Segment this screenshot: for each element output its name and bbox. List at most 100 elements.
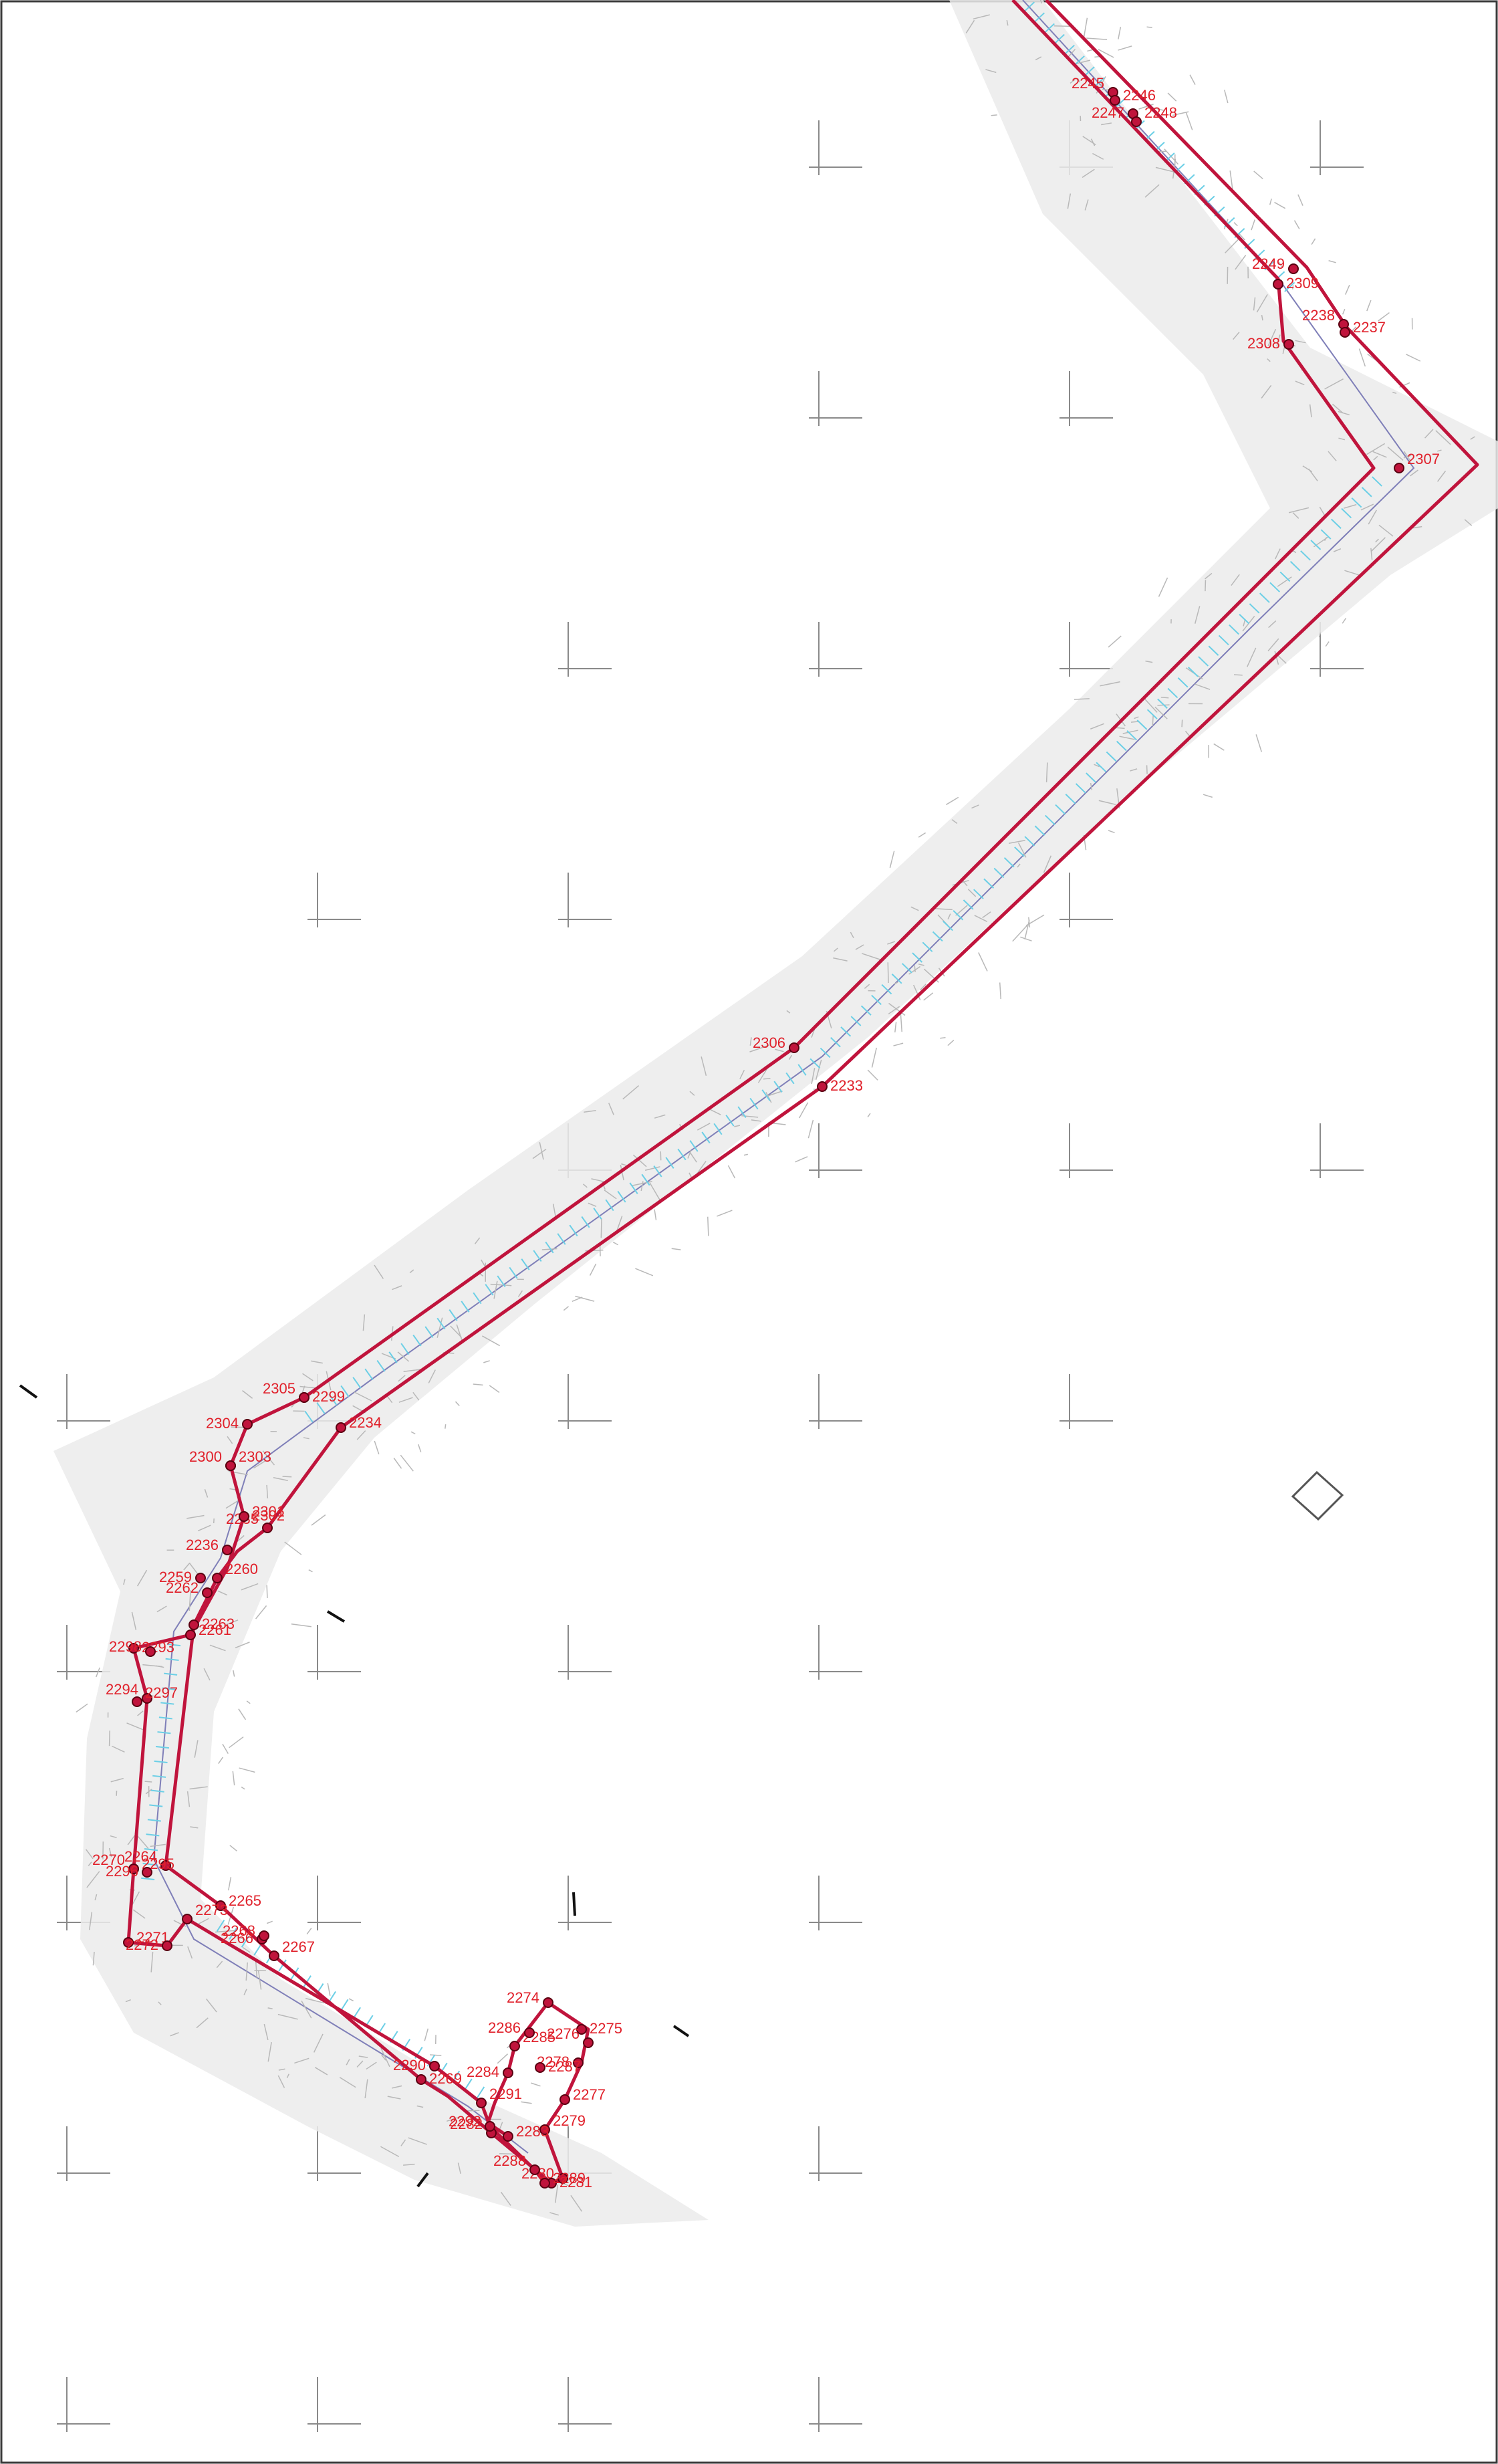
survey-detail-line (743, 1153, 749, 1156)
survey-detail-line (403, 1368, 422, 1373)
survey-detail-line (707, 1216, 709, 1236)
survey-detail-line (888, 1002, 906, 1016)
boundary-vertex (269, 1950, 279, 1961)
vertex-label: 2234 (349, 1414, 382, 1431)
survey-detail-line (920, 984, 927, 991)
chainage-tick (229, 1927, 237, 1940)
vertex-label: 2282 (450, 2116, 483, 2132)
vertex-label: 2287 (548, 2058, 581, 2075)
chainage-tick (1177, 677, 1189, 688)
survey-detail-line (412, 1391, 420, 1401)
survey-detail-line (1098, 49, 1114, 58)
survey-detail-line (1437, 470, 1447, 482)
survey-detail-line (1070, 78, 1076, 84)
grid-cross-icon (57, 2126, 110, 2181)
boundary-vertex (539, 2124, 550, 2135)
survey-detail-line (918, 964, 924, 966)
survey-detail-line (974, 915, 988, 922)
chainage-tick (1187, 667, 1199, 677)
boundary-vertex (128, 1864, 139, 1874)
survey-detail-line (142, 1664, 162, 1668)
chainage-tick (1023, 1, 1035, 12)
chainage-tick (154, 1760, 168, 1764)
chainage-tick (725, 1115, 735, 1127)
survey-detail-line (717, 1210, 733, 1217)
survey-detail-line (589, 1263, 597, 1276)
survey-detail-line (517, 1290, 523, 1297)
grid-cross-icon (809, 371, 862, 426)
grid-cross-icon (558, 1876, 612, 1930)
survey-detail-line (1090, 723, 1104, 730)
survey-detail-line (1372, 451, 1387, 458)
survey-detail-line (1277, 576, 1292, 587)
survey-detail-line (1435, 430, 1451, 445)
survey-detail-line (999, 982, 1002, 1000)
survey-detail-line (108, 1847, 112, 1858)
survey-detail-line (241, 1583, 259, 1591)
survey-detail-line (294, 2057, 309, 2064)
survey-detail-line (86, 1849, 94, 1860)
chainage-tick (1229, 624, 1239, 635)
survey-detail-line (1020, 936, 1032, 941)
vertex-label: 2281 (559, 2174, 592, 2191)
survey-detail-line (739, 1070, 745, 1080)
chainage-tick (424, 1326, 434, 1338)
survey-detail-line (554, 2185, 559, 2203)
survey-detail-line (660, 1151, 662, 1161)
boundary-vertex (573, 2057, 584, 2068)
chainage-tick (412, 1335, 422, 1347)
survey-detail-line (1160, 697, 1169, 699)
survey-detail-line (409, 1269, 414, 1274)
survey-detail-line (197, 1525, 211, 1532)
boundary-vertex (123, 1937, 134, 1948)
survey-detail-line (1269, 198, 1272, 205)
survey-detail-line (418, 1444, 422, 1453)
survey-detail-line (190, 1826, 199, 1829)
survey-detail-line (701, 1056, 707, 1076)
survey-detail-line (1375, 538, 1379, 543)
boundary-vertex (429, 2061, 440, 2071)
survey-detail-line (1358, 348, 1366, 367)
chainage-tick (1167, 687, 1178, 699)
survey-detail-line (266, 1920, 273, 1924)
section-mark-nw (19, 1384, 38, 1399)
grid-cross-icon (558, 873, 612, 927)
chainage-tick (629, 1182, 638, 1194)
survey-detail-line (1293, 220, 1300, 229)
survey-detail-line (364, 2079, 368, 2099)
survey-detail-line (381, 2054, 386, 2061)
grid-cross-icon (307, 1625, 361, 1680)
survey-detail-line (457, 2162, 461, 2174)
chainage-tick (1053, 33, 1065, 44)
chainage-tick (749, 1097, 759, 1110)
chainage-tick (761, 1089, 771, 1101)
survey-detail-line (1231, 574, 1240, 586)
survey-detail-line (196, 2017, 209, 2029)
grid-cross-icon (558, 622, 612, 677)
vertex-label: 2304 (206, 1415, 239, 1432)
boundary-vertex (1283, 339, 1294, 350)
survey-detail-line (1267, 328, 1277, 346)
boundary-vertex (509, 2041, 520, 2051)
chainage-tick (352, 1377, 362, 1389)
vertex-label: 2289 (553, 2170, 586, 2187)
survey-detail-line (311, 1360, 323, 1364)
survey-detail-line (671, 1248, 681, 1250)
boundary-vertex (182, 1914, 193, 1924)
survey-detail-line (246, 1700, 251, 1704)
survey-detail-line (982, 911, 991, 919)
chainage-tick (144, 1848, 158, 1852)
survey-detail-line (216, 1961, 223, 1969)
vertex-label: 2279 (553, 2112, 586, 2129)
survey-detail-line (893, 1042, 904, 1046)
chainage-tick (1279, 571, 1291, 582)
vertex-label: 2245 (1072, 75, 1104, 92)
survey-detail-line (889, 851, 895, 869)
survey-detail-line (348, 1998, 354, 2002)
chainage-tick (1208, 645, 1219, 656)
survey-detail-line (233, 1670, 235, 1677)
survey-detail-line (1338, 411, 1350, 416)
centerline-north (152, 0, 1415, 2154)
survey-detail-line (1292, 512, 1299, 519)
